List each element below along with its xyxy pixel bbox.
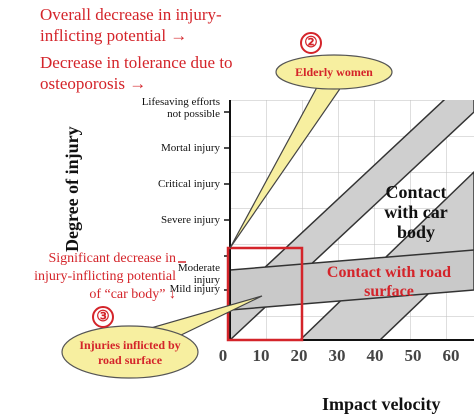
callout-elderly-women: Elderly women [295, 65, 373, 79]
y-level-severe: Severe injury [161, 214, 220, 226]
region-car-body-line1: Contact [385, 182, 447, 202]
region-road-surface-line2: surface [364, 283, 414, 300]
note-tolerance-line1: Decrease in tolerance due to [40, 53, 233, 72]
y-level-lifesaving-line2: not possible [167, 108, 220, 120]
callout-road-injuries-line2: road surface [97, 353, 163, 367]
note-overall-decrease-line2: inflicting potential → [40, 26, 188, 45]
marker-three: ③ [92, 306, 114, 328]
highlight-low-velocity-box [226, 246, 304, 342]
marker-two: ② [300, 32, 322, 54]
note-overall-decrease-line1: Overall decrease in injury- [40, 5, 222, 24]
note-car-body-line1: Significant decrease in [48, 251, 176, 266]
note-car-body-line3: of “car body” ↓ [89, 287, 176, 302]
x-tick-10: 10 [252, 346, 270, 365]
x-tick-20: 20 [290, 346, 308, 365]
x-axis-title: Impact velocity [322, 394, 441, 414]
y-level-mortal: Mortal injury [161, 142, 220, 154]
region-car-body-line3: body [396, 222, 436, 242]
y-level-critical: Critical injury [157, 178, 220, 190]
y-level-lifesaving-line1: Lifesaving efforts [141, 96, 220, 108]
x-tick-60: 60 [442, 346, 460, 365]
elderly-women-bubble [275, 54, 393, 90]
x-tick-30: 30 [328, 346, 346, 365]
road-injuries-bubble [61, 325, 199, 379]
y-level-moderate-line1: Moderate [177, 262, 220, 274]
road-surface-band [230, 249, 474, 311]
callout-road-injuries-line1: Injuries inflicted by [79, 338, 181, 352]
note-car-body-line2: injury-inflicting potential [34, 269, 176, 284]
x-tick-50: 50 [404, 346, 422, 365]
y-level-moderate-line2: injury [193, 274, 220, 286]
x-tick-40: 40 [366, 346, 384, 365]
note-tolerance-line2: osteoporosis → [40, 74, 147, 93]
x-tick-0: 0 [218, 346, 228, 365]
y-axis-title: Degree of injury [62, 126, 82, 252]
y-level-mild: Mild injury [169, 283, 220, 295]
region-car-body-line2: with car [384, 202, 448, 222]
region-road-surface-line1: Contact with road [326, 264, 452, 281]
